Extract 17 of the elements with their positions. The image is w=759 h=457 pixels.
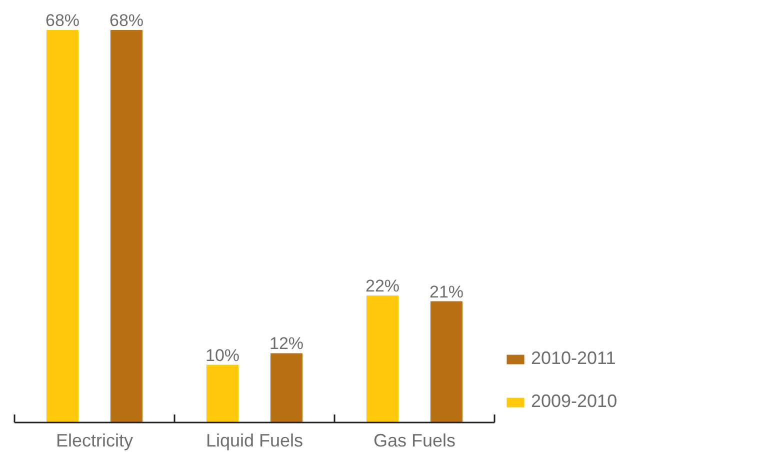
- bar: [110, 30, 142, 422]
- legend-label: 2010-2011: [531, 348, 616, 369]
- bar: [270, 353, 302, 422]
- bar: [430, 301, 462, 422]
- data-label: 22%: [365, 276, 400, 296]
- data-label: 21%: [429, 282, 464, 302]
- data-label: 68%: [109, 10, 144, 30]
- bar: [366, 296, 398, 422]
- x-tick-label: Liquid Fuels: [206, 430, 304, 450]
- data-label: 12%: [269, 334, 304, 354]
- x-tick-label: Electricity: [56, 430, 134, 450]
- data-label: 68%: [45, 10, 80, 30]
- legend-label: 2009-2010: [531, 391, 618, 412]
- bar: [206, 364, 238, 422]
- bar: [46, 30, 78, 422]
- data-label: 10%: [205, 346, 240, 365]
- x-tick-label: Gas Fuels: [373, 430, 456, 450]
